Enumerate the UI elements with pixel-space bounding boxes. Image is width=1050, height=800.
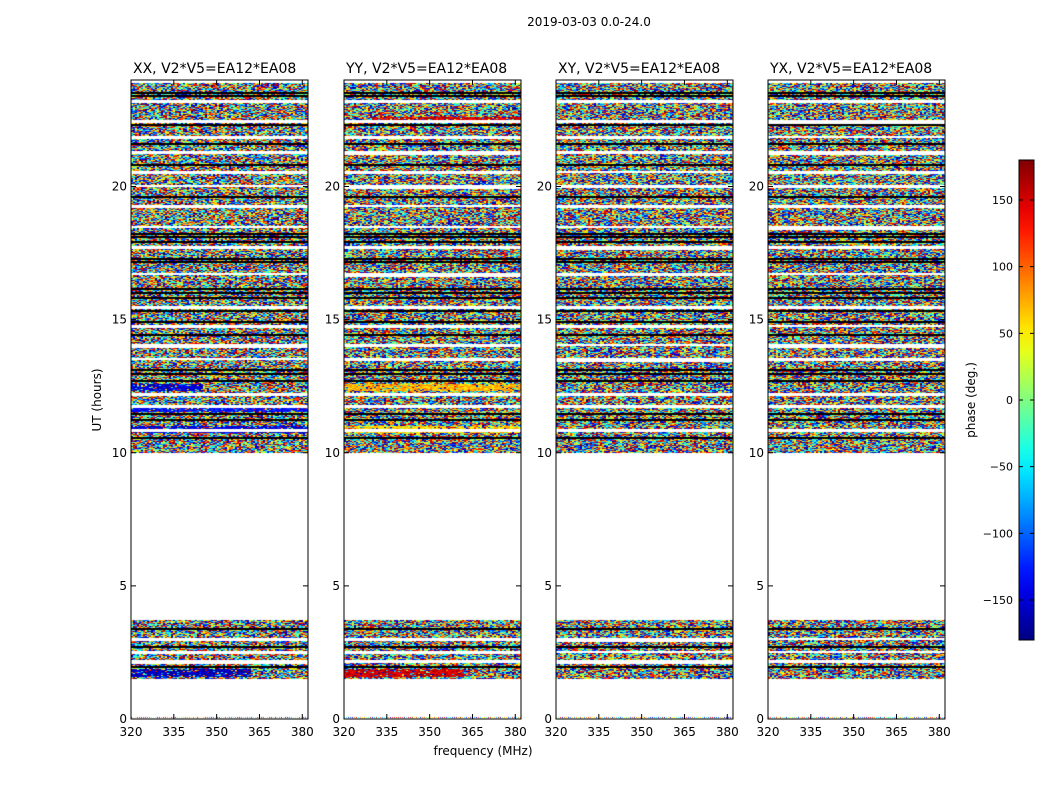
x-tick-label: 335: [162, 725, 185, 739]
y-tick-label: 0: [332, 712, 340, 726]
x-tick-label: 380: [716, 725, 739, 739]
panel-xx: XX, V2*V5=EA12*EA08 0 5 10 15 20 320 335 350 365 3…: [112, 61, 314, 739]
phase-heatmap: [768, 80, 945, 719]
panel-title: YY, V2*V5=EA12*EA08: [345, 61, 507, 77]
phase-heatmap: [344, 80, 521, 719]
x-tick-label: 380: [504, 725, 527, 739]
x-tick-label: 380: [291, 725, 314, 739]
y-tick-label: 0: [544, 712, 552, 726]
x-tick-label: 350: [842, 725, 865, 739]
axes-frame: [767, 79, 946, 720]
x-tick-label: 335: [587, 725, 610, 739]
y-tick-label: 0: [756, 712, 764, 726]
x-tick-label: 320: [545, 725, 568, 739]
colorbar-tick-label: 0: [1006, 394, 1013, 407]
x-tick-label: 320: [757, 725, 780, 739]
x-tick-label: 365: [885, 725, 908, 739]
axes-frame: [130, 79, 309, 720]
colorbar: 150 100 50 0 −50 −100 −150: [983, 159, 1035, 641]
y-axis-label: UT (hours): [90, 368, 104, 431]
colorbar-tick-label: 100: [992, 261, 1013, 274]
y-tick-label: 0: [119, 712, 127, 726]
x-tick-label: 335: [375, 725, 398, 739]
colorbar-tick-label: −100: [983, 527, 1013, 540]
colorbar-tick-label: 150: [992, 194, 1013, 207]
colorbar-tick-label: 50: [999, 327, 1013, 340]
panel-yy: YY, V2*V5=EA12*EA08 0 5 10 15 20 320 335 350 365 3…: [325, 61, 527, 739]
y-tick-label: 20: [537, 180, 552, 194]
colorbar-gradient: [1019, 160, 1034, 640]
y-tick-label: 10: [112, 446, 127, 460]
x-tick-label: 350: [630, 725, 653, 739]
x-tick-label: 350: [418, 725, 441, 739]
panel-title: XY, V2*V5=EA12*EA08: [558, 61, 720, 77]
y-tick-label: 10: [537, 446, 552, 460]
y-tick-label: 15: [112, 313, 127, 327]
y-tick-label: 10: [325, 446, 340, 460]
x-tick-label: 350: [205, 725, 228, 739]
figure-title: 2019-03-03 0.0-24.0: [527, 15, 651, 29]
y-tick-label: 10: [749, 446, 764, 460]
x-tick-label: 365: [248, 725, 271, 739]
y-tick-label: 5: [119, 579, 127, 593]
x-tick-label: 320: [120, 725, 143, 739]
y-tick-label: 20: [325, 180, 340, 194]
x-tick-label: 320: [333, 725, 356, 739]
phase-heatmap: [556, 80, 733, 719]
y-tick-label: 15: [325, 313, 340, 327]
panel-xy: XY, V2*V5=EA12*EA08 0 5 10 15 20 320 335 350 365 3…: [537, 61, 739, 739]
y-tick-label: 15: [537, 313, 552, 327]
phase-heatmap: [131, 80, 308, 719]
y-tick-label: 5: [332, 579, 340, 593]
x-tick-label: 365: [673, 725, 696, 739]
panel-title: XX, V2*V5=EA12*EA08: [133, 61, 296, 77]
x-tick-label: 365: [461, 725, 484, 739]
axes-frame: [343, 79, 522, 720]
x-tick-label: 335: [799, 725, 822, 739]
colorbar-label: phase (deg.): [964, 362, 978, 438]
y-tick-label: 5: [544, 579, 552, 593]
panel-yx: YX, V2*V5=EA12*EA08 0 5 10 15 20 320 335 350 365 3…: [749, 61, 951, 739]
panel-title: YX, V2*V5=EA12*EA08: [769, 61, 932, 77]
colorbar-tick-label: −150: [983, 594, 1013, 607]
x-axis-label: frequency (MHz): [433, 744, 532, 758]
x-tick-label: 380: [928, 725, 951, 739]
panels: XX, V2*V5=EA12*EA08 0 5 10 15 20 320 335 350 365 3…: [112, 61, 951, 739]
axes-frame: [555, 79, 734, 720]
y-tick-label: 20: [112, 180, 127, 194]
y-tick-label: 5: [756, 579, 764, 593]
y-tick-label: 15: [749, 313, 764, 327]
y-tick-label: 20: [749, 180, 764, 194]
colorbar-tick-label: −50: [990, 461, 1013, 474]
